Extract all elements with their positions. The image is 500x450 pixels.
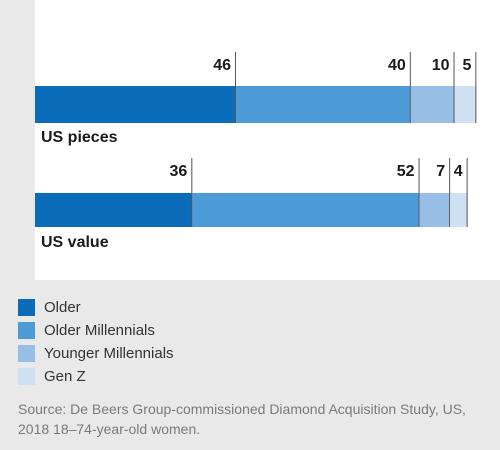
legend: Older Older Millennials Younger Millenni… (18, 296, 174, 388)
value-label-us-value-younger-millennials: 7 (436, 163, 445, 180)
bar-us-value-older (35, 193, 193, 227)
legend-swatch-younger-millennials (18, 345, 35, 362)
value-label-us-pieces-gen-z: 5 (462, 57, 471, 74)
value-label-us-pieces-younger-millennials: 10 (432, 57, 450, 74)
bar-us-pieces-younger-millennials (410, 86, 455, 123)
legend-swatch-gen-z (18, 368, 35, 385)
bar-us-pieces-gen-z (454, 86, 477, 123)
legend-item-older: Older (18, 296, 174, 319)
value-label-us-pieces-older-millennials: 40 (388, 57, 406, 74)
legend-label-older-millennials: Older Millennials (44, 322, 155, 339)
legend-item-younger-millennials: Younger Millennials (18, 342, 174, 365)
bar-us-value-older-millennials (192, 193, 420, 227)
value-label-us-value-older: 36 (170, 163, 188, 180)
stacked-bar-chart: 46 40 10 5 US pieces 36 52 7 4 US value (35, 52, 477, 251)
bar-us-pieces-older-millennials (236, 86, 411, 123)
legend-label-gen-z: Gen Z (44, 368, 86, 385)
category-label-us-pieces: US pieces (41, 129, 118, 146)
value-label-us-value-gen-z: 4 (454, 163, 463, 180)
legend-item-older-millennials: Older Millennials (18, 319, 174, 342)
bar-us-value-gen-z (450, 193, 468, 227)
legend-swatch-older-millennials (18, 322, 35, 339)
legend-label-older: Older (44, 299, 81, 316)
category-label-us-value: US value (41, 234, 109, 251)
value-label-us-pieces-older: 46 (213, 57, 231, 74)
legend-label-younger-millennials: Younger Millennials (44, 345, 174, 362)
legend-item-gen-z: Gen Z (18, 365, 174, 388)
source-note: Source: De Beers Group-commissioned Diam… (18, 401, 466, 437)
legend-swatch-older (18, 299, 35, 316)
chart-panel: 46 40 10 5 US pieces 36 52 7 4 US value (35, 0, 500, 280)
bar-us-pieces-older (35, 86, 237, 123)
bar-us-value-younger-millennials (419, 193, 451, 227)
value-label-us-value-older-millennials: 52 (397, 163, 415, 180)
